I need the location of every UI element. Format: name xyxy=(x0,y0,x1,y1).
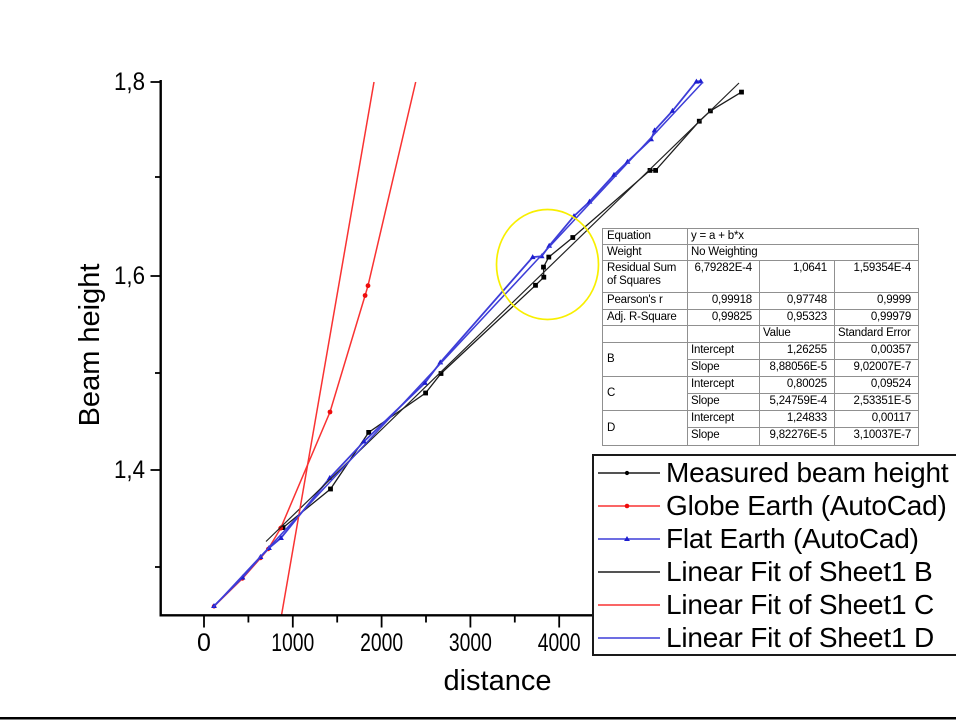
svg-text:1,6: 1,6 xyxy=(114,262,145,290)
svg-text:3000: 3000 xyxy=(449,629,492,657)
svg-text:1,8: 1,8 xyxy=(114,68,145,96)
svg-text:1,4: 1,4 xyxy=(114,456,145,484)
svg-text:4000: 4000 xyxy=(538,629,581,657)
svg-text:0: 0 xyxy=(197,629,211,657)
svg-text:distance: distance xyxy=(443,665,551,697)
svg-text:1000: 1000 xyxy=(271,629,314,657)
svg-text:2000: 2000 xyxy=(360,629,403,657)
svg-text:Beam height: Beam height xyxy=(74,264,106,427)
